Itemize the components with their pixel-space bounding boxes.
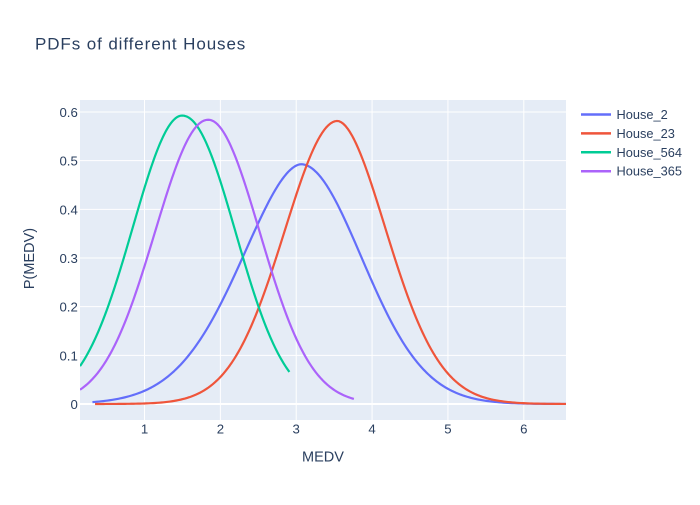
svg-text:MEDV: MEDV — [302, 450, 344, 466]
svg-text:3: 3 — [293, 421, 300, 436]
svg-text:0.1: 0.1 — [59, 348, 77, 363]
svg-text:0.3: 0.3 — [59, 251, 77, 266]
svg-text:2: 2 — [217, 421, 224, 436]
svg-text:0.2: 0.2 — [59, 300, 77, 315]
svg-text:P(MEDV): P(MEDV) — [22, 228, 38, 289]
svg-text:House_365: House_365 — [617, 164, 682, 179]
svg-text:1: 1 — [141, 421, 148, 436]
svg-text:PDFs of different Houses: PDFs of different Houses — [35, 35, 246, 54]
svg-text:0.4: 0.4 — [59, 202, 77, 217]
svg-text:6: 6 — [520, 421, 527, 436]
svg-text:0.5: 0.5 — [59, 154, 77, 169]
svg-text:5: 5 — [444, 421, 451, 436]
svg-text:0: 0 — [70, 397, 77, 412]
svg-text:House_564: House_564 — [617, 145, 682, 160]
svg-text:0.6: 0.6 — [59, 105, 77, 120]
svg-text:House_2: House_2 — [617, 107, 668, 122]
svg-text:4: 4 — [368, 421, 375, 436]
svg-text:House_23: House_23 — [617, 126, 675, 141]
